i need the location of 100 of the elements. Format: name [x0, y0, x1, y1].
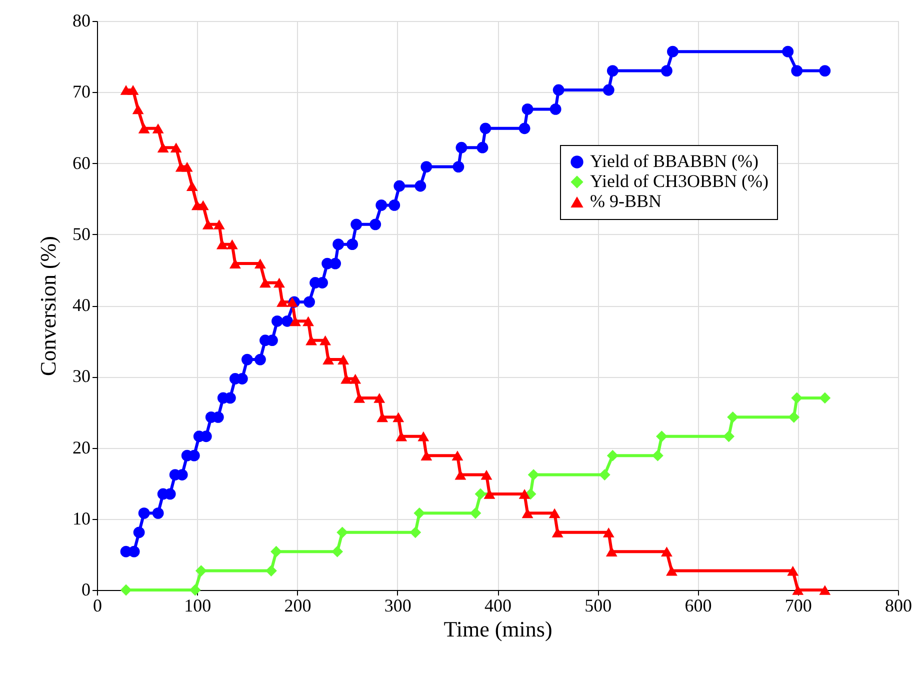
point [346, 238, 358, 250]
point [454, 470, 466, 480]
point [354, 393, 366, 403]
point [656, 430, 668, 442]
point [181, 162, 193, 172]
point [661, 65, 672, 76]
point [522, 104, 534, 115]
point [376, 200, 388, 211]
legend-label: Yield of CH3OBBN (%) [590, 171, 768, 191]
point [602, 527, 614, 538]
x-tick-label: 300 [384, 596, 412, 616]
point [480, 122, 492, 134]
y-tick-label: 0 [82, 580, 90, 600]
y-axis-title: Conversion (%) [36, 236, 60, 376]
point [470, 507, 482, 519]
point [276, 297, 288, 307]
point [152, 123, 164, 134]
point [282, 315, 293, 327]
point [548, 508, 560, 518]
point [606, 450, 618, 462]
point [666, 566, 678, 576]
point [727, 411, 738, 423]
point [302, 316, 314, 326]
point [452, 161, 464, 172]
y-tick-label: 10 [72, 508, 90, 528]
point [456, 142, 468, 154]
point [792, 585, 804, 595]
point [270, 546, 282, 558]
y-tick-label: 40 [72, 295, 90, 315]
point [133, 526, 145, 538]
point [819, 585, 831, 595]
point [819, 65, 831, 76]
x-tick-label: 800 [885, 596, 912, 616]
point [336, 526, 348, 538]
point [522, 508, 534, 518]
point [414, 507, 426, 519]
point [138, 507, 150, 519]
point [661, 546, 672, 557]
point [322, 354, 334, 364]
legend-label: Yield of BBABBN (%) [590, 151, 758, 171]
point [266, 565, 277, 576]
point [272, 315, 283, 327]
point [420, 161, 432, 172]
y-tick-label: 80 [72, 10, 90, 30]
point [414, 180, 426, 192]
point [254, 354, 266, 366]
point [819, 392, 831, 404]
point [195, 565, 207, 576]
point [788, 411, 800, 423]
point [484, 489, 496, 499]
y-tick-label: 30 [72, 366, 90, 386]
point [170, 142, 182, 153]
point [528, 469, 540, 480]
x-tick-label: 500 [584, 596, 612, 616]
point [213, 219, 225, 230]
point [132, 104, 144, 114]
point [304, 296, 315, 308]
point [606, 65, 618, 76]
point [157, 142, 169, 153]
point [552, 84, 564, 96]
y-tick-label: 20 [72, 437, 90, 458]
x-tick-label: 100 [184, 596, 212, 616]
point [350, 218, 362, 230]
point [420, 450, 432, 461]
y-tick-label: 70 [72, 82, 90, 102]
point [396, 431, 408, 442]
legend-label: % 9-BBN [590, 191, 662, 211]
point [518, 489, 530, 499]
y-tick-label: 60 [72, 152, 90, 173]
point [202, 219, 214, 230]
point [320, 335, 331, 346]
point [376, 412, 388, 422]
point [197, 200, 209, 210]
point [652, 450, 664, 462]
x-tick-label: 700 [784, 596, 812, 616]
point [330, 258, 341, 270]
point [394, 180, 406, 192]
point [452, 450, 464, 461]
point [152, 507, 164, 519]
point [787, 566, 799, 576]
x-axis-title: Time (mins) [444, 616, 552, 642]
point [602, 84, 614, 96]
point [374, 393, 386, 403]
point [332, 546, 343, 558]
point [274, 278, 285, 288]
point [338, 354, 350, 364]
x-tick-label: 400 [484, 596, 512, 616]
y-tick-label: 50 [72, 224, 90, 244]
point [290, 316, 301, 326]
point [229, 258, 241, 268]
point [127, 85, 139, 95]
point [480, 470, 492, 480]
point [550, 104, 562, 115]
point [226, 239, 238, 250]
point [474, 488, 486, 500]
point [340, 374, 352, 384]
point [260, 278, 271, 288]
x-tick-label: 600 [684, 596, 712, 616]
point [370, 218, 382, 230]
point [216, 239, 228, 250]
